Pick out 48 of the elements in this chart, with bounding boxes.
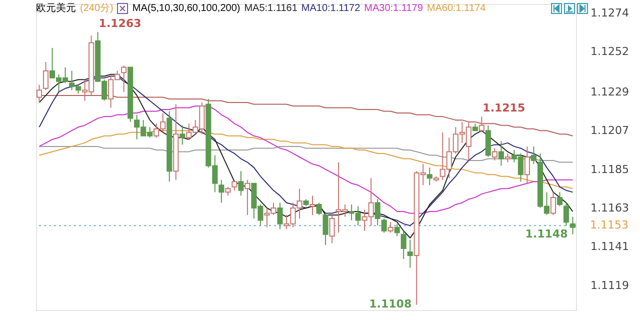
candlestick bbox=[524, 146, 530, 184]
annotation: 1.1108 bbox=[369, 298, 412, 311]
annotation: 1.1215 bbox=[482, 102, 526, 115]
candlestick bbox=[478, 116, 484, 133]
candlestick bbox=[329, 214, 335, 244]
text: MA30:1.1179 bbox=[364, 2, 423, 14]
candlestick bbox=[322, 212, 328, 246]
candlestick bbox=[498, 140, 504, 166]
y-tick-label: 1.1274 bbox=[590, 6, 629, 20]
chart-title: 欧元美元 bbox=[36, 2, 76, 15]
candlestick bbox=[42, 62, 49, 91]
y-tick-label: 1.1185 bbox=[590, 162, 629, 176]
candlestick bbox=[180, 124, 186, 146]
candlestick bbox=[550, 192, 556, 216]
candlestick bbox=[121, 65, 127, 92]
candlestick bbox=[394, 223, 400, 237]
y-tick-label: 1.1252 bbox=[590, 44, 629, 58]
ref-line-label: 1.1153 bbox=[590, 218, 628, 232]
annotation: 1.1148 bbox=[525, 227, 568, 240]
text: MA5:1.1161 bbox=[244, 2, 298, 14]
candlestick bbox=[563, 202, 570, 226]
candlestick bbox=[244, 179, 250, 216]
candlestick bbox=[374, 198, 380, 226]
candlestick bbox=[556, 192, 563, 207]
candlestick bbox=[407, 239, 413, 268]
candlestick bbox=[426, 167, 432, 186]
y-tick-label: 1.1141 bbox=[590, 240, 629, 254]
candlestick bbox=[388, 222, 394, 234]
text: MA10:1.1172 bbox=[301, 2, 360, 14]
y-tick-label: 1.1119 bbox=[590, 278, 629, 292]
candlestick bbox=[316, 202, 322, 216]
text: MA60:1.1174 bbox=[426, 2, 486, 14]
candlestick bbox=[492, 148, 498, 162]
candlestick bbox=[310, 195, 316, 216]
chart-subtitle: (240分) bbox=[80, 2, 114, 15]
y-tick-label: 1.1229 bbox=[590, 85, 629, 98]
candlestick bbox=[381, 218, 387, 234]
candlestick bbox=[238, 170, 244, 196]
y-tick-label: 1.1207 bbox=[590, 124, 629, 138]
candlestick bbox=[277, 202, 283, 230]
annotation: 1.1263 bbox=[98, 17, 142, 30]
y-tick-label: 1.1163 bbox=[590, 202, 629, 214]
annotation: MA(5,10,30,60,100,200) bbox=[132, 2, 240, 14]
candlestick bbox=[218, 179, 224, 204]
candlestick bbox=[36, 84, 42, 103]
candlestick bbox=[400, 230, 406, 260]
candlestick bbox=[570, 216, 576, 235]
candlestick bbox=[530, 146, 536, 165]
